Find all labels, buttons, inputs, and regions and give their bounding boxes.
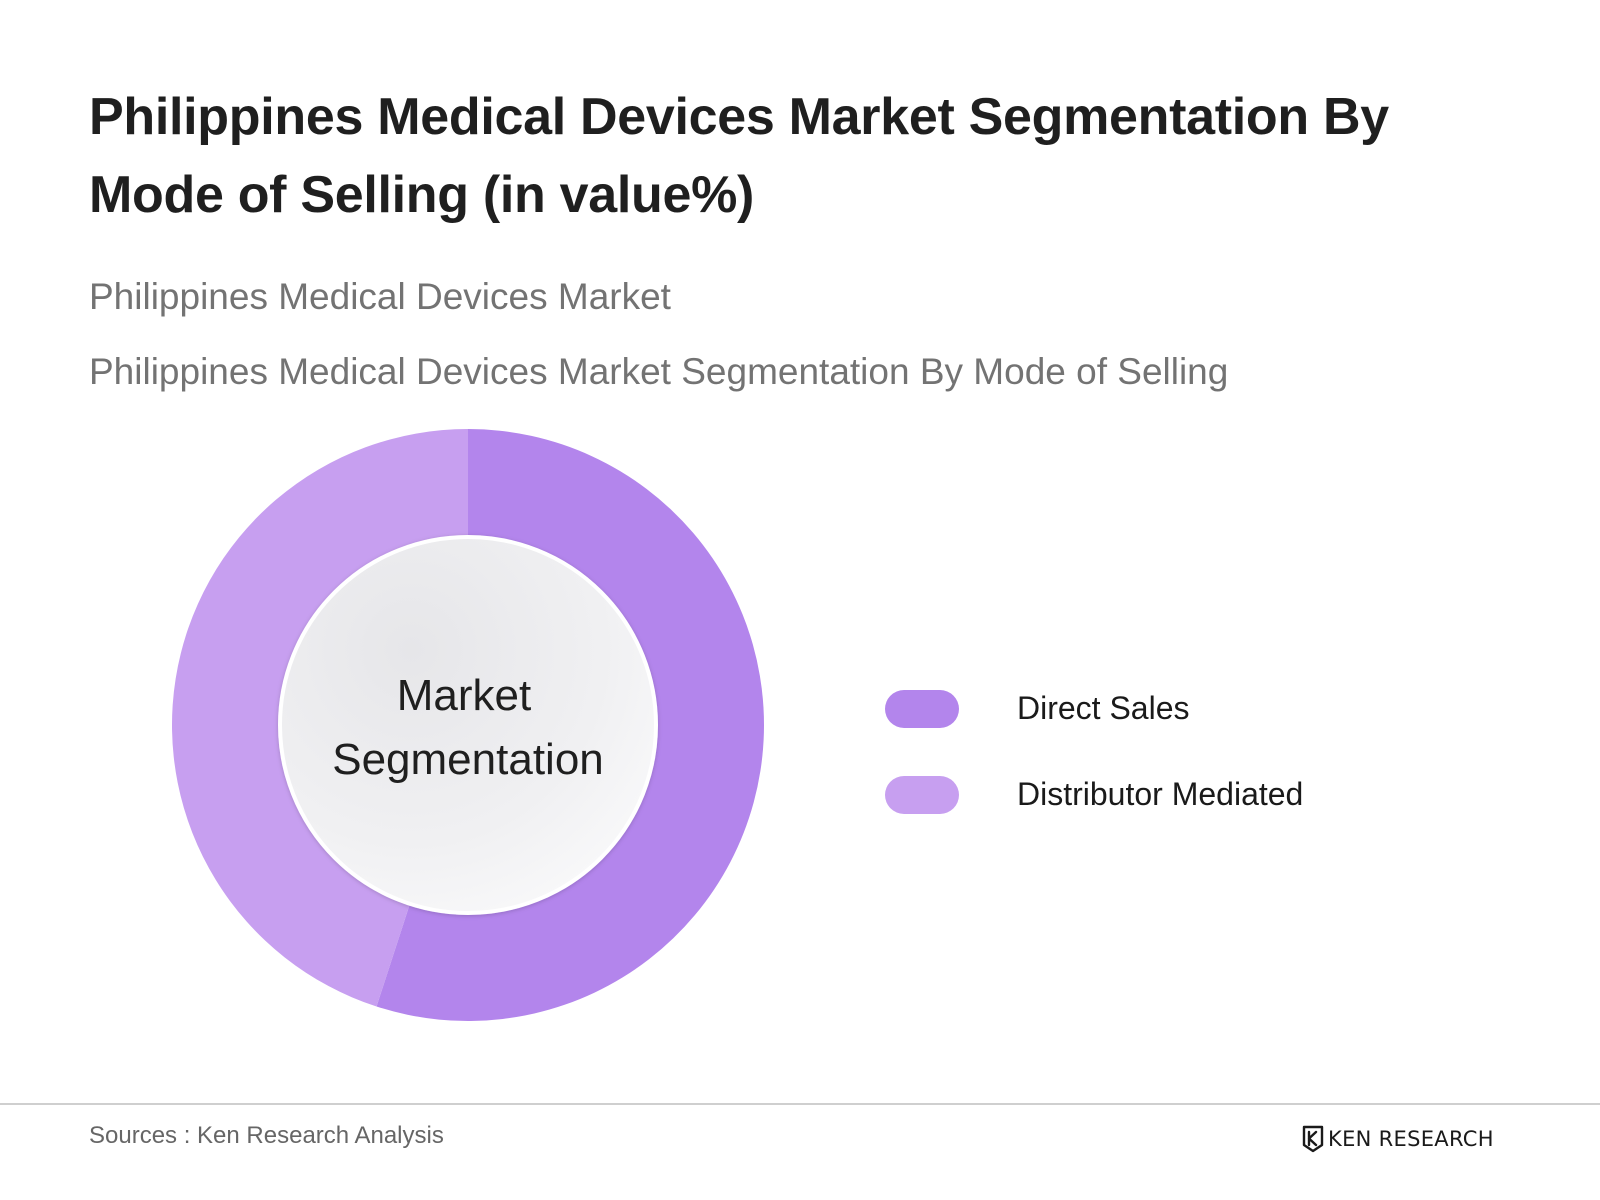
legend-item-direct-sales[interactable]: Direct Sales — [885, 683, 1485, 769]
chart-title: Philippines Medical Devices Market Segme… — [89, 88, 1389, 224]
donut-center-label-line-2: Segmentation — [332, 735, 604, 784]
chart-subtitle-market: Philippines Medical Devices Market — [89, 276, 671, 317]
ken-research-logo-icon — [1302, 1125, 1324, 1153]
footer-divider — [0, 1103, 1600, 1105]
ken-research-logo: KEN RESEARCH — [1302, 1124, 1494, 1154]
donut-center-label-line-1: Market — [397, 671, 531, 720]
donut-slice-direct-sales[interactable] — [376, 429, 764, 1021]
legend-item-distributor-mediated[interactable]: Distributor Mediated — [885, 769, 1485, 855]
donut-slice-distributor-mediated[interactable] — [171, 429, 469, 1007]
chart-legend: Direct Sales Distributor Mediated — [885, 683, 1485, 855]
legend-swatch-distributor-mediated — [885, 776, 959, 814]
legend-label-direct-sales: Direct Sales — [1017, 690, 1190, 726]
ken-research-logo-text: KEN RESEARCH — [1328, 1127, 1494, 1151]
donut-center-disc — [278, 535, 658, 915]
chart-subtitle-segmentation: Philippines Medical Devices Market Segme… — [89, 351, 1229, 392]
donut-slices — [171, 429, 764, 1021]
source-note: Sources : Ken Research Analysis — [89, 1122, 444, 1149]
legend-label-distributor-mediated: Distributor Mediated — [1017, 776, 1304, 812]
legend-swatch-direct-sales — [885, 690, 959, 728]
